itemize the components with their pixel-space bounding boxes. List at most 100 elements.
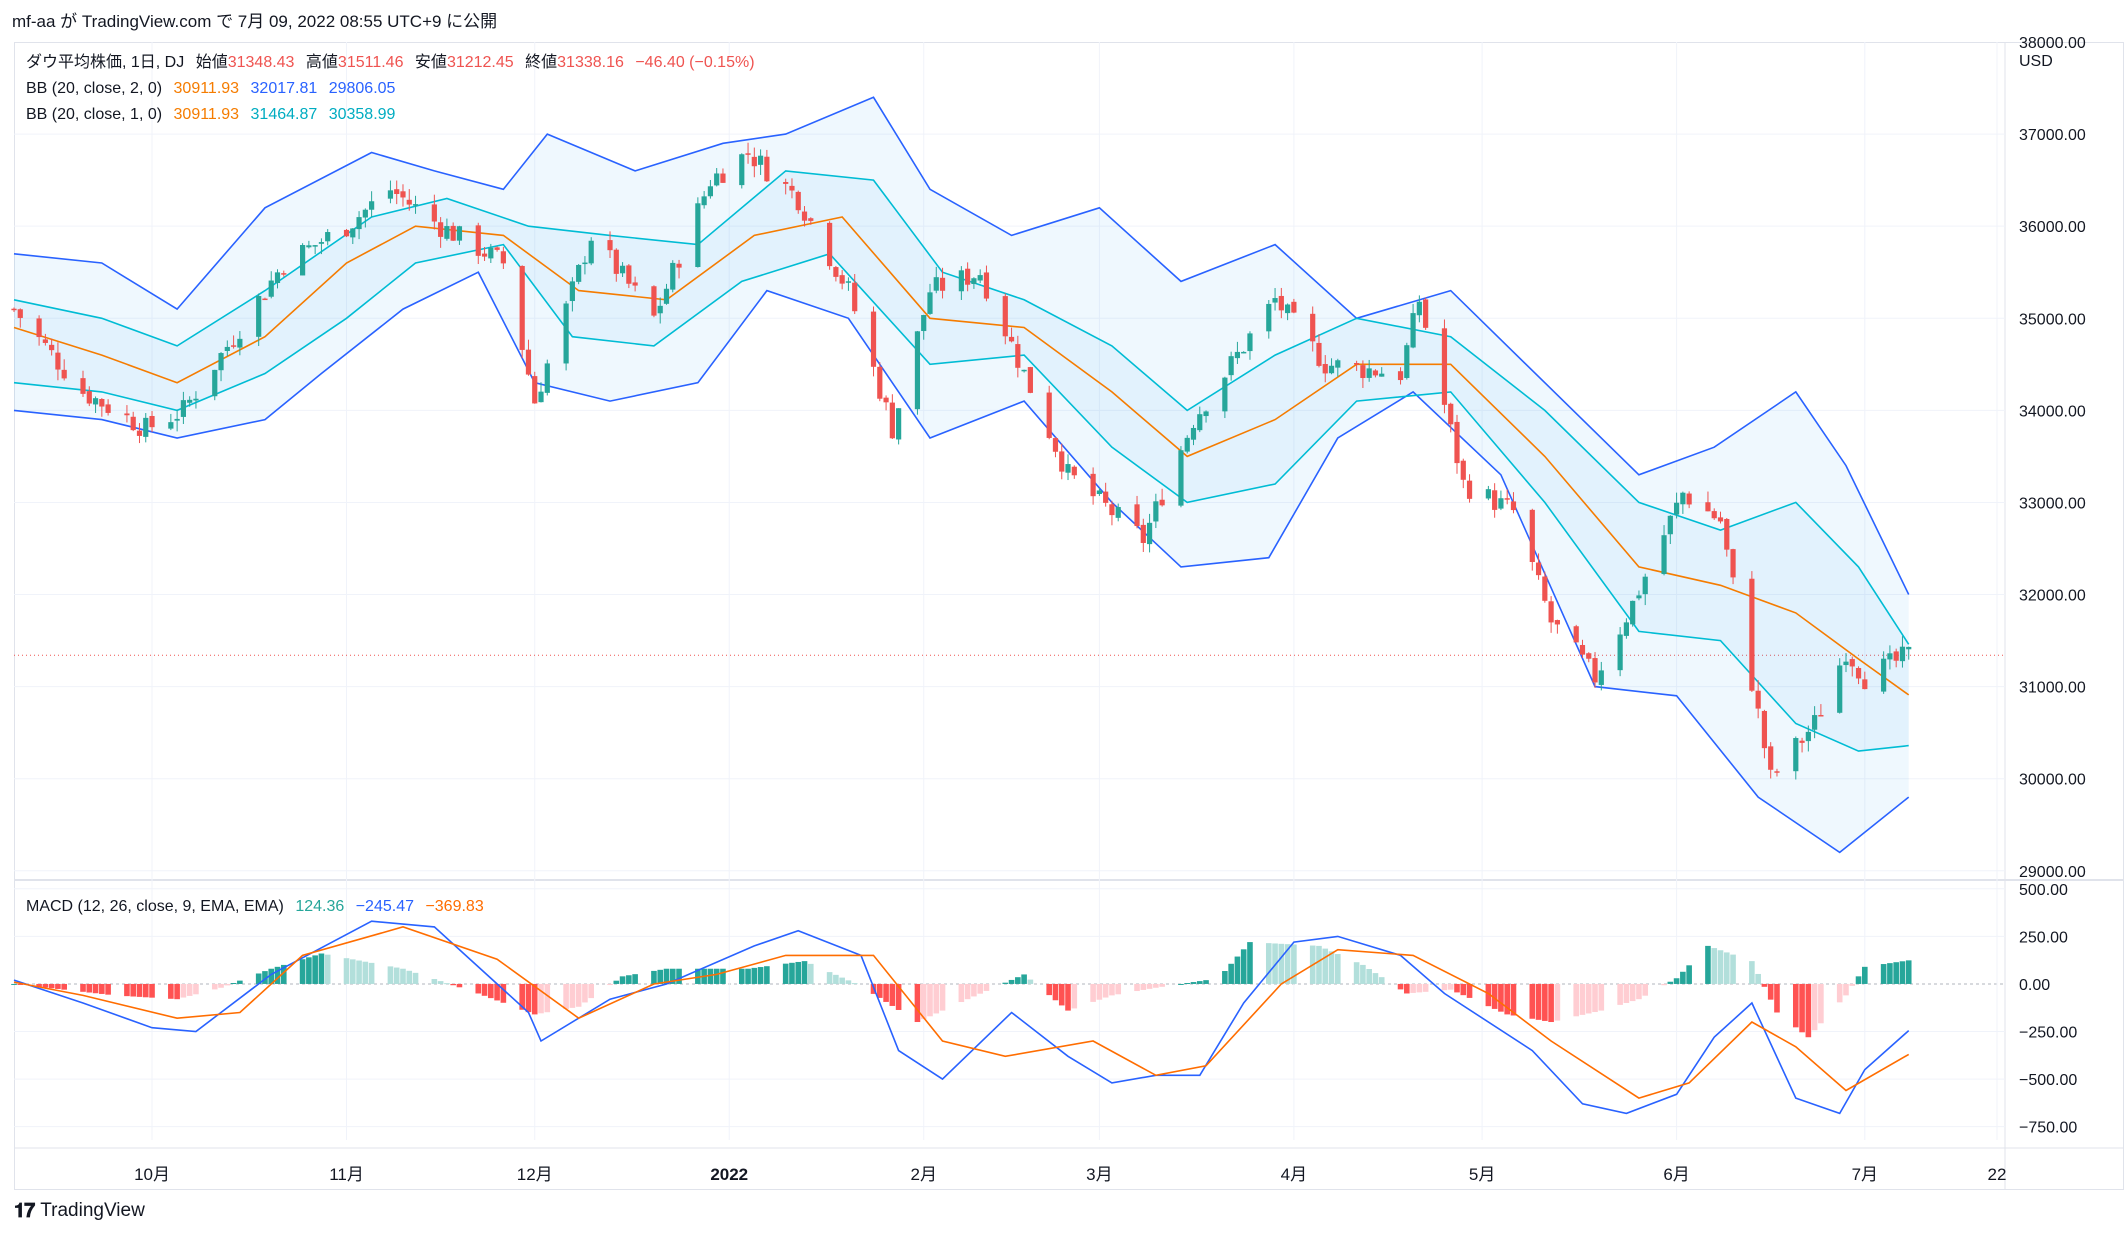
macd-histogram-bar	[651, 970, 657, 984]
macd-histogram-bar	[105, 983, 111, 995]
candle-body	[745, 153, 751, 155]
candle-body	[488, 247, 494, 259]
candle-body	[1881, 658, 1887, 692]
candle-body	[1397, 371, 1404, 381]
footer-brand[interactable]: 𝟏𝟕 TradingView	[14, 1196, 145, 1226]
macd-histogram-bar	[839, 977, 845, 984]
candle-body	[833, 267, 839, 277]
macd-histogram-bar	[1730, 954, 1736, 984]
candle-body	[563, 303, 569, 364]
candle-body	[49, 344, 55, 351]
macd-histogram-bar	[312, 955, 318, 984]
candle-body	[1542, 576, 1548, 601]
candle-body	[1818, 715, 1824, 717]
macd-histogram-bar	[1178, 983, 1184, 985]
macd-histogram-bar	[1880, 964, 1887, 984]
macd-histogram-bar	[1322, 948, 1329, 984]
macd-histogram-bar	[1529, 983, 1536, 1019]
macd-histogram-bar	[1109, 983, 1115, 996]
macd-histogram-bar	[349, 959, 356, 984]
macd-histogram-bar	[1818, 983, 1824, 1024]
macd-histogram-bar	[1140, 983, 1147, 990]
macd-histogram-bar	[230, 983, 237, 985]
price-tick-label: 31000.00	[2019, 680, 2086, 697]
bb2-legend[interactable]: BB (20, close, 2, 0) 30911.93 32017.81 2…	[26, 78, 402, 100]
macd-histogram-bar	[1328, 951, 1335, 984]
macd-histogram-bar	[738, 968, 745, 984]
candle-body	[714, 173, 720, 186]
macd-histogram-bar	[1887, 963, 1893, 984]
candle-body	[55, 352, 61, 370]
macd-histogram-bar	[933, 983, 940, 1014]
high-value: 31511.46	[337, 54, 404, 71]
candle-body	[1755, 690, 1761, 709]
chart-area[interactable]	[14, 42, 2124, 1190]
macd-histogram-bar	[657, 969, 664, 984]
macd-histogram-bar	[745, 968, 751, 984]
macd-histogram-bar	[1284, 944, 1291, 984]
macd-histogram-bar	[1316, 945, 1322, 984]
candle-body	[1021, 369, 1027, 372]
candle-body	[450, 225, 456, 241]
candle-body	[1272, 298, 1278, 303]
macd-histogram-bar	[695, 968, 701, 984]
macd-histogram-bar	[80, 983, 86, 992]
macd-histogram-bar	[764, 966, 770, 984]
candle-body	[1266, 303, 1272, 332]
macd-histogram-bar	[525, 983, 532, 1013]
bb1-legend[interactable]: BB (20, close, 1, 0) 30911.93 31464.87 3…	[26, 104, 402, 126]
symbol-label[interactable]: ダウ平均株価, 1日, DJ	[26, 54, 185, 71]
macd-histogram-bar	[1021, 974, 1027, 984]
macd-legend[interactable]: MACD (12, 26, close, 9, EMA, EMA) 124.36…	[26, 896, 491, 918]
candle-body	[896, 408, 902, 440]
candle-body	[475, 225, 481, 256]
candle-body	[1586, 653, 1592, 659]
candle-body	[1504, 498, 1510, 500]
macd-line	[13, 920, 1910, 1115]
candle-body	[1354, 363, 1360, 365]
candle-body	[481, 253, 488, 257]
bb-basis-line	[13, 216, 1910, 696]
candle-body	[1140, 524, 1146, 543]
candle-body	[1310, 313, 1316, 342]
candle-body	[783, 181, 789, 184]
time-tick-label: 7月	[1852, 1165, 1878, 1184]
macd-histogram-bar	[1196, 981, 1203, 984]
macd-histogram-bar	[1102, 983, 1109, 998]
bb1-lower: 30358.99	[328, 106, 396, 123]
candle-body	[569, 281, 575, 302]
macd-tick-label: 0.00	[2019, 977, 2050, 994]
candle-body	[757, 155, 764, 165]
bb2-lower: 29806.05	[328, 80, 396, 97]
bb1-label: BB (20, close, 1, 0)	[26, 106, 163, 123]
macd-histogram-bar	[211, 983, 218, 990]
macd-histogram-bar	[1360, 964, 1366, 984]
open-label: 始値	[195, 54, 228, 71]
macd-histogram-bar	[1378, 977, 1385, 984]
candle-body	[789, 185, 795, 191]
candle-body	[1761, 710, 1768, 749]
macd-histogram-bar	[1767, 983, 1774, 1000]
candle-body	[1247, 333, 1253, 352]
candle-body	[1579, 644, 1586, 655]
candle-body	[1360, 365, 1366, 379]
close-label: 終値	[525, 54, 558, 71]
macd-histogram-bar	[1667, 981, 1674, 984]
change-value: −46.40 (−0.15%)	[635, 54, 755, 71]
macd-histogram-bar	[450, 983, 456, 986]
candle-body	[1423, 299, 1429, 328]
bb1-basis: 30911.93	[173, 106, 240, 123]
macd-histogram-bar	[1134, 983, 1140, 992]
candle-body	[1906, 646, 1912, 650]
macd-histogram-bar	[488, 983, 494, 999]
macd-histogram-bar	[1554, 983, 1561, 1021]
candle-body	[1642, 576, 1648, 595]
candle-body	[224, 346, 230, 351]
candle-body	[1460, 460, 1466, 480]
macd-histogram-bar	[368, 962, 375, 984]
candle-body	[1724, 518, 1730, 550]
candle-body	[965, 268, 971, 285]
macd-histogram-bar	[500, 983, 507, 1003]
low-value: 31212.45	[446, 54, 514, 71]
